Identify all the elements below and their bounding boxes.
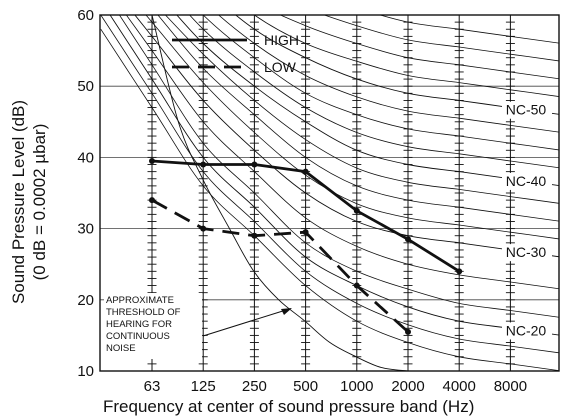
nc-labels: NC-20 NC-30 NC-40 NC-50 — [502, 101, 552, 340]
threshold-line — [151, 15, 408, 371]
legend-label-low: LOW — [264, 59, 297, 75]
annotation-arrowhead — [281, 308, 292, 315]
nc-label-bg-nc-50 — [502, 101, 552, 119]
nc-curve-nc-50 — [235, 15, 559, 115]
y-axis-ticks: 10 20 30 40 50 60 — [77, 7, 94, 380]
threshold-curve — [151, 15, 408, 371]
hash-marks-1000 — [352, 21, 362, 365]
legend-label-high: HIGH — [264, 32, 299, 48]
x-tick-label-500: 500 — [293, 378, 318, 395]
legend: HIGH LOW — [172, 32, 299, 75]
hash-marks-2000 — [403, 21, 413, 365]
contour-line-1 — [100, 15, 559, 354]
series-point-low-125 — [200, 225, 207, 232]
series-point-high-2000 — [405, 236, 411, 243]
plot-frame — [99, 14, 560, 372]
series-point-high-500 — [302, 168, 309, 175]
series-point-low-2000 — [405, 328, 411, 335]
series-point-low-1000 — [353, 282, 360, 289]
series-point-low-63 — [149, 197, 155, 204]
x-tick-label-2000: 2000 — [391, 378, 424, 395]
contour-line-0 — [100, 28, 559, 371]
x-tick-label-1000: 1000 — [340, 378, 373, 395]
contour-line-12 — [322, 15, 559, 62]
series — [149, 157, 463, 335]
grid — [100, 15, 559, 371]
y-tick-label-20: 20 — [77, 292, 94, 309]
nc-label-nc-30: NC-30 — [506, 244, 547, 260]
contour-line-2 — [118, 15, 559, 318]
nc-curve-nc-20 — [109, 15, 559, 336]
contour-line-3 — [125, 15, 559, 290]
contour-line-5 — [157, 15, 559, 222]
y-tick-label-60: 60 — [77, 7, 94, 24]
nc-label-nc-20: NC-20 — [506, 322, 547, 338]
x-tick-label-4000: 4000 — [443, 378, 476, 395]
threshold-annotation: APPROXIMATE THRESHOLD OF HEARING FOR CON… — [104, 293, 292, 359]
contour-line-10 — [253, 15, 559, 97]
series-point-high-63 — [149, 157, 155, 164]
annotation-line-1: APPROXIMATE — [106, 295, 174, 306]
y-tick-label-30: 30 — [77, 221, 94, 238]
series-point-high-250 — [251, 161, 258, 168]
contour-line-7 — [188, 15, 559, 169]
contour-line-6 — [164, 15, 559, 204]
contour-line-13 — [378, 15, 559, 44]
nc-label-bg-nc-40 — [502, 172, 552, 190]
series-point-high-1000 — [353, 207, 360, 214]
y-tick-label-40: 40 — [77, 149, 94, 166]
x-tick-label-63: 63 — [144, 378, 161, 395]
series-line-low — [151, 198, 409, 333]
nc-label-bg-nc-30 — [502, 244, 552, 262]
x-axis-title: Frequency at center of sound pressure ba… — [103, 397, 474, 416]
y-tick-label-10: 10 — [77, 363, 94, 380]
nc-curve-nc-30 — [134, 15, 559, 258]
y-tick-label-50: 50 — [77, 78, 94, 95]
contour-line-9 — [218, 15, 559, 133]
nc-label-nc-40: NC-40 — [506, 173, 547, 189]
y-axis-title: Sound Pressure Level (dB) — [9, 100, 28, 304]
x-tick-label-250: 250 — [242, 378, 267, 395]
nc-curve-nc-40 — [176, 15, 559, 186]
series-point-high-4000 — [456, 268, 463, 275]
x-tick-label-125: 125 — [191, 378, 216, 395]
series-point-low-500 — [302, 229, 309, 236]
nc-contours — [100, 15, 559, 371]
nc-label-bg-nc-20 — [502, 322, 552, 340]
annotation-line-3: HEARING FOR — [106, 319, 172, 330]
annotation-backdrop — [104, 293, 202, 359]
contour-line-8 — [202, 15, 559, 151]
annotation-line-5: NOISE — [106, 343, 136, 354]
contour-line-4 — [145, 15, 559, 240]
x-tick-label-8000: 8000 — [494, 378, 527, 395]
x-axis-ticks: 63 125 250 500 1000 2000 4000 8000 — [144, 378, 527, 395]
annotation-line-4: CONTINUOUS — [106, 331, 170, 342]
nc-label-nc-50: NC-50 — [506, 102, 547, 118]
y-axis-subtitle: (0 dB = 0.0002 µbar) — [30, 124, 49, 281]
annotation-arrow — [202, 309, 287, 337]
series-point-high-125 — [200, 161, 207, 168]
series-point-low-250 — [251, 232, 258, 239]
annotation-line-2: THRESHOLD OF — [106, 307, 181, 318]
contour-line-11 — [279, 15, 559, 80]
